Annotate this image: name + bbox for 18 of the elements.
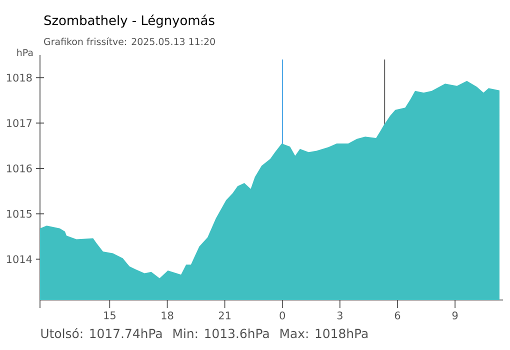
y-tick-label: 1018: [7, 74, 32, 82]
y-tick-label: 1015: [7, 210, 32, 218]
x-tick-label: 15: [104, 312, 116, 320]
text: Utolsó: 1017.74hPa: [41, 328, 162, 338]
x-tick-label: 9: [452, 312, 458, 320]
y-tick-label: 1016: [7, 164, 32, 172]
chart-subtitle: Grafikon frissítve: 2025.05.13 11:20: [44, 37, 215, 46]
x-tick-label: 3: [337, 312, 342, 320]
x-tick-label: 6: [394, 312, 400, 320]
x-tick-label: 18: [162, 312, 174, 320]
text: Min: 1013.6hPa: [173, 328, 269, 338]
y-axis-title: hPa: [17, 48, 33, 56]
text: Max: 1018hPa: [280, 328, 368, 338]
y-tick-label: 1014: [7, 255, 32, 264]
x-tick-label: 0: [280, 312, 285, 320]
y-tick-label: 1017: [7, 119, 32, 128]
x-tick-label: 21: [218, 312, 231, 320]
chart-title: Szombathely - Légnyomás: [44, 14, 214, 28]
